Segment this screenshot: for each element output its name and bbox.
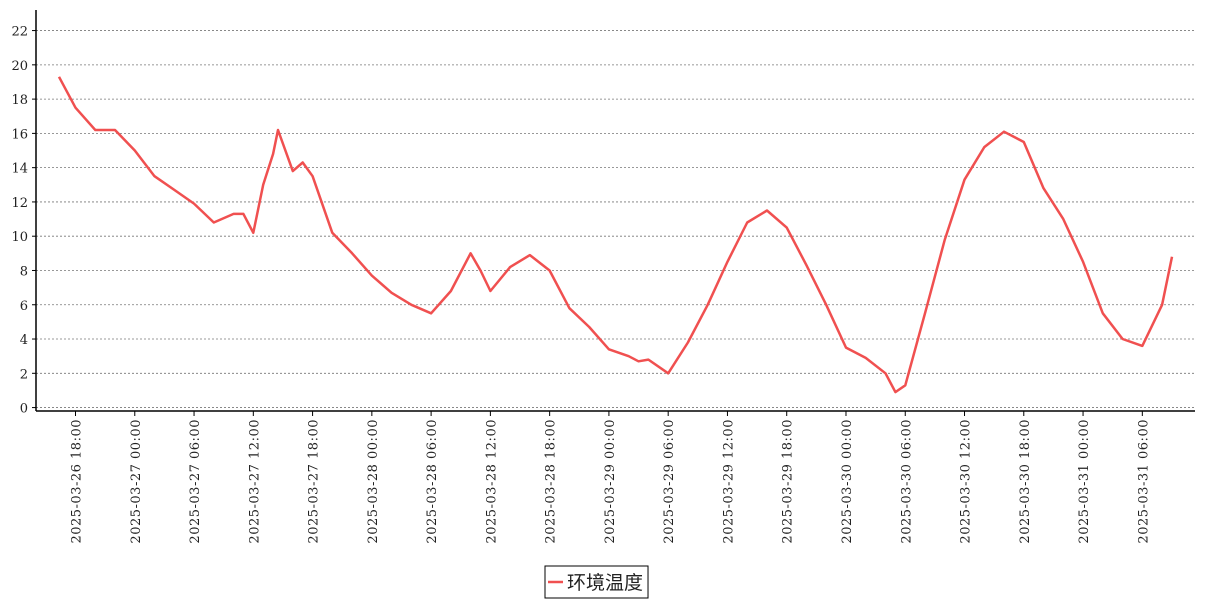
y-tick-label: 18 xyxy=(11,93,28,108)
x-tick-label: 2025-03-27 00:00 xyxy=(129,419,144,544)
y-tick-label: 12 xyxy=(11,196,28,211)
y-tick-label: 8 xyxy=(20,264,28,279)
x-tick-label: 2025-03-29 18:00 xyxy=(781,419,796,544)
y-tick-label: 14 xyxy=(11,162,28,177)
y-tick-label: 22 xyxy=(11,25,28,40)
x-tick-label: 2025-03-28 00:00 xyxy=(366,419,381,544)
x-tick-label: 2025-03-26 18:00 xyxy=(70,419,85,544)
y-tick-label: 16 xyxy=(11,127,28,142)
x-tick-label: 2025-03-30 18:00 xyxy=(1018,419,1033,544)
y-tick-label: 20 xyxy=(11,59,28,74)
x-tick-label: 2025-03-30 00:00 xyxy=(840,419,855,544)
x-tick-label: 2025-03-31 06:00 xyxy=(1136,419,1151,544)
legend-box xyxy=(544,565,649,599)
x-tick-label: 2025-03-28 18:00 xyxy=(544,419,559,544)
y-tick-label: 10 xyxy=(11,230,28,245)
x-tick-label: 2025-03-27 06:00 xyxy=(188,419,203,544)
x-tick-label: 2025-03-27 12:00 xyxy=(247,419,262,544)
x-tick-label: 2025-03-28 06:00 xyxy=(425,419,440,544)
x-tick-label: 2025-03-27 18:00 xyxy=(307,419,322,544)
x-tick-label: 2025-03-31 00:00 xyxy=(1077,419,1092,544)
x-tick-label: 2025-03-29 12:00 xyxy=(721,419,736,544)
x-tick-label: 2025-03-30 12:00 xyxy=(959,419,974,544)
x-tick-label: 2025-03-30 06:00 xyxy=(899,419,914,544)
line xyxy=(57,76,1174,394)
x-tick-label: 2025-03-28 12:00 xyxy=(484,419,499,544)
y-tick-label: 6 xyxy=(20,299,28,314)
y-tick-label: 0 xyxy=(20,402,28,417)
legend-label: 环境温度 xyxy=(567,572,643,594)
legend: 环境温度 xyxy=(544,565,649,599)
x-tick-label: 2025-03-29 00:00 xyxy=(603,419,618,544)
y-tick-label: 2 xyxy=(20,367,28,382)
x-tick-label: 2025-03-29 06:00 xyxy=(662,419,677,544)
y-tick-label: 4 xyxy=(20,333,28,348)
